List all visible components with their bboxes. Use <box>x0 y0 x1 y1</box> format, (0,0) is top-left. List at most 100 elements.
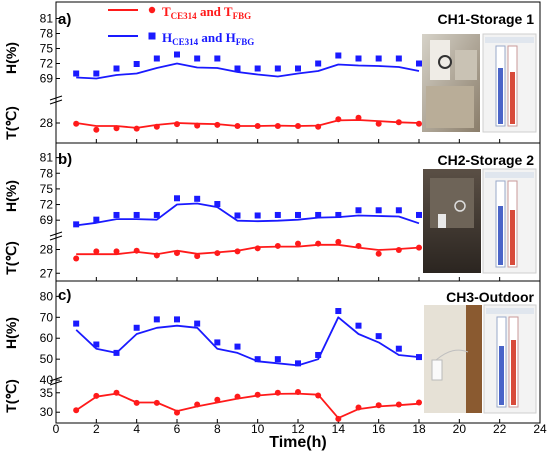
panel-b-label: b) <box>58 151 72 168</box>
panel-1-h-tick-label: 81 <box>40 151 54 165</box>
panel-1-point-T_FBG <box>254 245 261 252</box>
panel-1-point-H_FBG <box>133 211 140 218</box>
panel-0-series-T_CE314 <box>76 119 420 129</box>
panel-2-point-H_FBG <box>93 341 100 348</box>
panel-2-point-T_FBG <box>315 392 322 399</box>
panel-2-point-T_FBG <box>194 401 201 408</box>
panel-0-point-H_FBG <box>254 65 261 72</box>
photo-storage-1 <box>422 34 480 132</box>
panel-1-point-T_FBG <box>395 246 402 253</box>
panel-1-point-H_FBG <box>73 221 80 228</box>
panel-1-point-T_FBG <box>93 248 100 255</box>
panel-1-point-H_FBG <box>93 216 100 223</box>
panel-0-point-H_FBG <box>133 61 140 67</box>
panel-1-axis-break <box>49 231 63 241</box>
panel-0-t-tick-label: 28 <box>40 116 54 130</box>
panel-2-t-tick-label: 30 <box>40 405 54 419</box>
panel-0-axis-break <box>49 95 63 105</box>
panel-c-title: CH3-Outdoor <box>446 289 534 305</box>
panel-1-point-T_FBG <box>73 255 80 262</box>
x-tick-label: 22 <box>493 422 507 436</box>
panel-0-point-T_FBG <box>133 125 140 132</box>
panel-1-point-T_FBG <box>375 250 382 257</box>
panel-1-point-T_FBG <box>355 242 362 249</box>
x-tick-label: 12 <box>291 422 305 436</box>
panel-2-point-T_FBG <box>335 415 342 422</box>
panel-2-series-H_CE314 <box>75 316 420 367</box>
panel-0-point-T_FBG <box>113 125 120 132</box>
x-axis-title: Time(h) <box>269 434 326 451</box>
panel-1-point-H_FBG <box>254 212 261 219</box>
panel-2-point-T_FBG <box>355 404 362 411</box>
panel-1-h-tick-label: 69 <box>40 213 54 227</box>
panel-1-point-T_FBG <box>133 247 140 254</box>
panel-2-point-T_FBG <box>234 393 241 400</box>
panel-2-point-H_FBG <box>295 360 301 367</box>
panel-1-h-tick-label: 78 <box>40 166 54 180</box>
panel-0-point-H_FBG <box>153 55 160 62</box>
panel-0-point-H_FBG <box>113 65 120 72</box>
panel-1-point-H_FBG <box>375 207 382 214</box>
panel-1-t-tick-label: 28 <box>40 243 54 257</box>
x-tick-label: 0 <box>53 422 60 436</box>
panel-0-point-T_FBG <box>315 123 322 130</box>
panel-2-point-H_FBG <box>133 324 140 331</box>
panel-1-point-H_FBG <box>234 212 241 219</box>
legend: TCE314 and TFBG HCE314 and HFBG <box>108 4 254 47</box>
panel-2-point-H_FBG <box>194 320 201 327</box>
panel-1-point-H_FBG <box>335 211 342 218</box>
panel-0-point-T_FBG <box>335 116 342 123</box>
panel-c-ylabel-t: T(℃) <box>3 379 19 413</box>
legend-t-marker <box>148 6 156 14</box>
panel-1-point-H_FBG <box>113 211 120 218</box>
panel-0-point-T_FBG <box>214 121 221 128</box>
plot-layer: 6972757881286972757881272840506070803035… <box>40 12 547 437</box>
panel-1-point-H_FBG <box>315 211 322 218</box>
panel-0-h-tick-label: 75 <box>40 42 54 56</box>
panel-2-point-H_FBG <box>416 354 422 361</box>
panel-1-point-T_FBG <box>315 240 322 247</box>
panel-0-point-H_FBG <box>315 60 322 67</box>
panel-1-series-H_CE314 <box>76 202 420 227</box>
panel-2-point-T_FBG <box>113 389 120 396</box>
legend-h-marker <box>148 32 156 40</box>
x-tick-label: 20 <box>453 422 467 436</box>
panel-1-h-tick-label: 75 <box>40 182 54 196</box>
panel-1-point-H_FBG <box>274 211 281 218</box>
x-tick-label: 10 <box>251 422 265 436</box>
panel-0-point-T_FBG <box>234 123 241 129</box>
panel-1-point-T_FBG <box>194 253 201 260</box>
panel-1-point-T_FBG <box>335 238 342 245</box>
panel-0-point-H_FBG <box>174 51 180 58</box>
x-tick-label: 4 <box>133 422 140 436</box>
panel-0-point-T_FBG <box>174 121 180 128</box>
panel-b-ylabel-h: H(%) <box>3 180 19 212</box>
panel-2-point-T_FBG <box>395 401 402 408</box>
panel-2-point-H_FBG <box>73 320 80 327</box>
panel-0-point-T_FBG <box>295 123 301 129</box>
panel-2-h-tick-label: 80 <box>40 289 54 303</box>
panel-2-h-tick-label: 70 <box>40 310 54 324</box>
x-tick-label: 8 <box>214 422 221 436</box>
panel-2-point-T_FBG <box>174 409 180 416</box>
panel-0-point-T_FBG <box>153 123 160 130</box>
panel-0-point-T_FBG <box>416 120 422 127</box>
panel-2-point-H_FBG <box>174 316 180 323</box>
panel-2-series-T_CE314 <box>75 392 420 419</box>
panel-0-h-tick-label: 69 <box>40 72 54 86</box>
panel-0-point-T_FBG <box>73 120 80 127</box>
panel-2-t-tick-label: 35 <box>40 386 54 400</box>
panel-1-point-H_FBG <box>295 211 301 218</box>
panel-2-point-H_FBG <box>315 351 322 358</box>
panel-0-point-T_FBG <box>254 123 261 129</box>
panel-1-point-H_FBG <box>416 211 422 218</box>
panel-1-point-H_FBG <box>174 195 180 202</box>
panel-1-point-T_FBG <box>234 248 241 255</box>
panel-2-point-T_FBG <box>73 407 80 414</box>
panel-2-point-T_FBG <box>274 389 281 396</box>
panel-c-ylabel-h: H(%) <box>3 317 19 349</box>
panel-2-point-H_FBG <box>113 349 120 356</box>
x-tick-label: 14 <box>332 422 346 436</box>
panel-0-point-H_FBG <box>335 52 342 59</box>
